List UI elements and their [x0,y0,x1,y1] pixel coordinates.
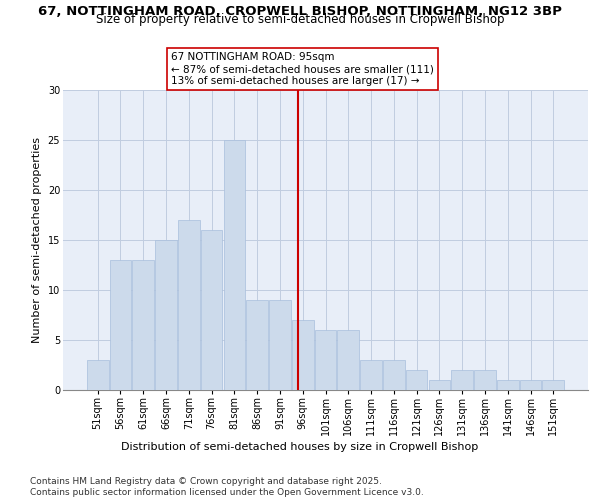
Bar [542,380,564,390]
Bar [451,370,473,390]
Text: Contains HM Land Registry data © Crown copyright and database right 2025.
Contai: Contains HM Land Registry data © Crown c… [30,478,424,497]
Bar [314,330,337,390]
Bar [383,360,404,390]
Bar [428,380,450,390]
Bar [201,230,223,390]
Bar [155,240,177,390]
Bar [247,300,268,390]
Bar [497,380,518,390]
Bar [87,360,109,390]
Bar [110,260,131,390]
Bar [292,320,314,390]
Bar [406,370,427,390]
Bar [178,220,200,390]
Bar [360,360,382,390]
Bar [520,380,541,390]
Bar [337,330,359,390]
Text: 67, NOTTINGHAM ROAD, CROPWELL BISHOP, NOTTINGHAM, NG12 3BP: 67, NOTTINGHAM ROAD, CROPWELL BISHOP, NO… [38,5,562,18]
Bar [474,370,496,390]
Y-axis label: Number of semi-detached properties: Number of semi-detached properties [32,137,42,343]
Text: 67 NOTTINGHAM ROAD: 95sqm
← 87% of semi-detached houses are smaller (111)
13% of: 67 NOTTINGHAM ROAD: 95sqm ← 87% of semi-… [171,52,434,86]
Text: Distribution of semi-detached houses by size in Cropwell Bishop: Distribution of semi-detached houses by … [121,442,479,452]
Bar [133,260,154,390]
Bar [269,300,291,390]
Bar [224,140,245,390]
Text: Size of property relative to semi-detached houses in Cropwell Bishop: Size of property relative to semi-detach… [96,12,504,26]
